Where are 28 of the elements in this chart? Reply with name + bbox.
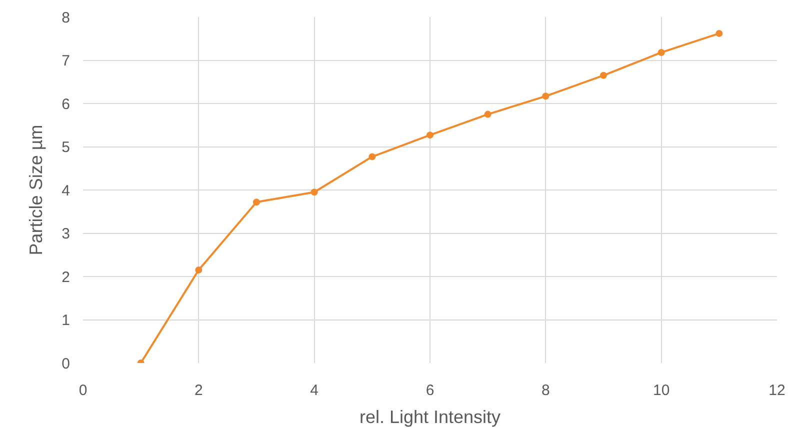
- point: [716, 30, 723, 37]
- x-tick-label: 2: [194, 382, 203, 399]
- point: [310, 188, 318, 196]
- y-tick-label: 3: [62, 226, 70, 242]
- y-tick-label: 5: [62, 139, 70, 156]
- y-tick-label: 7: [62, 52, 70, 70]
- point: [195, 266, 202, 274]
- point: [600, 72, 607, 79]
- x-tick-label: 6: [426, 382, 434, 399]
- point: [484, 110, 492, 118]
- x-tick-label: 4: [310, 382, 318, 399]
- y-tick-label: 4: [62, 182, 70, 200]
- point: [368, 153, 376, 160]
- point: [542, 92, 550, 100]
- point: [658, 48, 665, 56]
- y-tick-label: 2: [62, 268, 70, 286]
- y-tick-label: 6: [62, 96, 70, 113]
- x-tick-label: 10: [652, 382, 670, 399]
- x-axis-title: rel. Light Intensity: [359, 407, 501, 428]
- y-tick-label: 8: [62, 9, 70, 26]
- x-tick-label: 0: [78, 382, 88, 399]
- point: [253, 198, 260, 206]
- y-tick-label: 1: [62, 312, 70, 329]
- y-axis-title: Particle Size µm: [26, 124, 46, 256]
- x-tick-label: 12: [768, 382, 786, 399]
- point: [426, 132, 434, 139]
- y-tick-label: 0: [62, 355, 70, 372]
- x-tick-label: 8: [542, 382, 550, 399]
